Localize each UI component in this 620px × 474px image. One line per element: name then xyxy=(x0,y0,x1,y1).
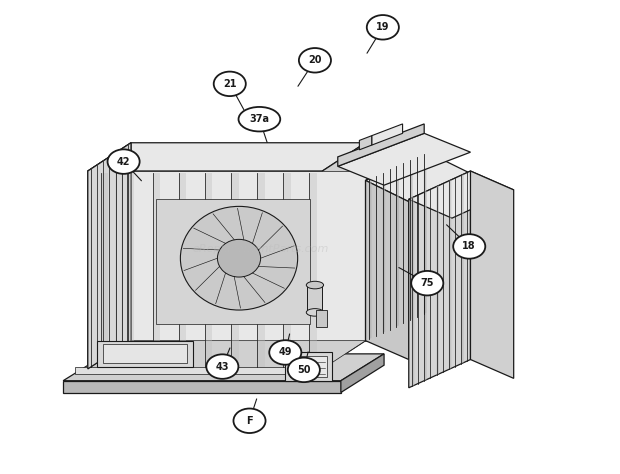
Text: 75: 75 xyxy=(420,278,434,288)
Polygon shape xyxy=(461,174,464,364)
Ellipse shape xyxy=(299,48,331,73)
Ellipse shape xyxy=(306,309,324,316)
Polygon shape xyxy=(104,344,187,363)
Polygon shape xyxy=(153,173,161,366)
Polygon shape xyxy=(131,171,366,341)
Polygon shape xyxy=(322,143,366,369)
Polygon shape xyxy=(412,197,414,386)
Polygon shape xyxy=(338,124,424,166)
Polygon shape xyxy=(366,152,471,201)
Polygon shape xyxy=(88,143,131,369)
Polygon shape xyxy=(88,143,366,171)
Ellipse shape xyxy=(306,281,324,289)
Text: 37a: 37a xyxy=(249,114,269,124)
Text: F: F xyxy=(246,416,253,426)
Ellipse shape xyxy=(218,239,260,277)
Polygon shape xyxy=(63,354,384,381)
Text: 42: 42 xyxy=(117,156,130,166)
Ellipse shape xyxy=(288,357,320,382)
Polygon shape xyxy=(424,153,427,314)
Polygon shape xyxy=(309,173,317,366)
Text: 43: 43 xyxy=(216,362,229,372)
Polygon shape xyxy=(424,191,427,381)
Polygon shape xyxy=(366,152,427,341)
Polygon shape xyxy=(257,173,265,366)
Ellipse shape xyxy=(234,409,265,433)
Polygon shape xyxy=(369,178,371,339)
Polygon shape xyxy=(436,185,439,375)
Polygon shape xyxy=(156,199,310,324)
Text: 49: 49 xyxy=(278,347,292,357)
Polygon shape xyxy=(316,310,327,327)
Polygon shape xyxy=(409,171,471,388)
Polygon shape xyxy=(97,341,193,366)
Text: 19: 19 xyxy=(376,22,389,32)
Text: 20: 20 xyxy=(308,55,322,65)
Polygon shape xyxy=(231,173,239,366)
Polygon shape xyxy=(285,353,332,381)
Ellipse shape xyxy=(269,340,301,365)
Polygon shape xyxy=(88,341,366,369)
Ellipse shape xyxy=(206,355,239,379)
Polygon shape xyxy=(341,354,384,392)
Polygon shape xyxy=(396,165,399,327)
Polygon shape xyxy=(410,159,412,320)
Polygon shape xyxy=(76,366,310,374)
Ellipse shape xyxy=(239,107,280,131)
Polygon shape xyxy=(449,180,451,369)
Ellipse shape xyxy=(214,72,246,96)
Polygon shape xyxy=(179,173,187,366)
Polygon shape xyxy=(409,171,514,218)
Ellipse shape xyxy=(453,234,485,259)
Polygon shape xyxy=(366,181,409,359)
Ellipse shape xyxy=(107,149,140,174)
Ellipse shape xyxy=(411,271,443,295)
Text: 50: 50 xyxy=(297,365,311,375)
Text: 18: 18 xyxy=(463,241,476,251)
Polygon shape xyxy=(283,173,291,366)
Polygon shape xyxy=(127,173,135,366)
Polygon shape xyxy=(383,172,385,333)
Polygon shape xyxy=(88,143,131,369)
Polygon shape xyxy=(290,356,327,377)
Polygon shape xyxy=(360,136,372,150)
Text: 21: 21 xyxy=(223,79,236,89)
Polygon shape xyxy=(88,171,322,369)
Polygon shape xyxy=(101,173,108,366)
Ellipse shape xyxy=(367,15,399,39)
Polygon shape xyxy=(471,171,514,378)
Text: eReplacementParts.com: eReplacementParts.com xyxy=(192,244,329,254)
Polygon shape xyxy=(372,124,402,145)
Polygon shape xyxy=(205,173,213,366)
Polygon shape xyxy=(307,286,322,312)
Polygon shape xyxy=(338,133,471,185)
Polygon shape xyxy=(63,381,341,392)
Ellipse shape xyxy=(180,206,298,310)
